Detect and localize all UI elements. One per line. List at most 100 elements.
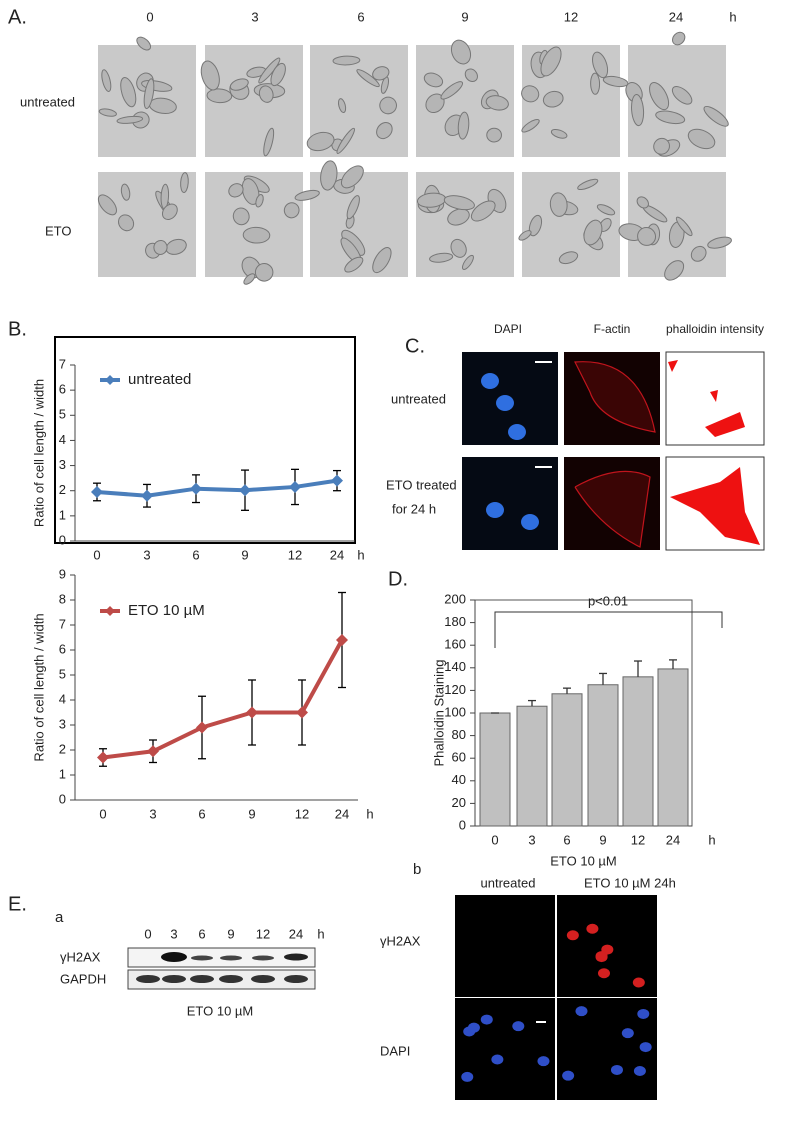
cell xyxy=(337,98,347,114)
y-tick-label: 80 xyxy=(452,727,466,742)
cell xyxy=(101,69,112,92)
y-tick-label: 200 xyxy=(444,591,466,606)
cell xyxy=(336,127,355,154)
panel-label: A. xyxy=(8,6,27,28)
cell xyxy=(346,195,360,220)
x-axis-label: ETO 10 µM xyxy=(550,853,617,868)
cell xyxy=(655,110,686,125)
cell xyxy=(229,78,249,91)
y-tick-label: 120 xyxy=(444,682,466,697)
band-label: GAPDH xyxy=(60,971,106,986)
cell xyxy=(306,131,335,152)
cell xyxy=(320,160,338,191)
legend-marker xyxy=(105,606,115,616)
time-label: 6 xyxy=(357,9,364,24)
nucleus xyxy=(632,977,645,988)
cell xyxy=(379,96,397,115)
actin xyxy=(574,361,656,433)
cell xyxy=(596,204,616,216)
x-tick-label: 24 xyxy=(666,832,680,847)
y-tick-label: 8 xyxy=(59,591,66,606)
row-label: DAPI xyxy=(380,1043,410,1058)
column-label: untreated xyxy=(481,875,536,890)
y-tick-label: 100 xyxy=(444,704,466,719)
lane-label: 24 xyxy=(289,926,303,941)
nucleus xyxy=(566,930,579,941)
error-bar xyxy=(634,660,642,677)
x-tick-label: 12 xyxy=(288,547,302,562)
cell xyxy=(263,127,275,157)
dapi-image xyxy=(462,457,558,550)
point xyxy=(91,485,103,498)
cell xyxy=(270,62,286,87)
y-tick-label: 1 xyxy=(59,507,66,522)
cell xyxy=(583,219,603,246)
nucleus xyxy=(508,424,526,440)
if-image xyxy=(455,998,555,1100)
legend-label: untreated xyxy=(128,371,191,388)
x-tick-label: 6 xyxy=(563,832,570,847)
cell xyxy=(672,31,686,46)
y-tick-label: 1 xyxy=(59,766,66,781)
intensity xyxy=(668,360,745,437)
cell xyxy=(118,214,135,232)
cell xyxy=(429,252,454,263)
y-tick-label: 0 xyxy=(459,817,466,832)
cell xyxy=(242,226,271,244)
error-bar xyxy=(528,699,536,707)
bar xyxy=(657,668,689,827)
panel-label: B. xyxy=(8,318,27,340)
x-tick-label: 3 xyxy=(149,806,156,821)
cell xyxy=(120,183,131,201)
y-tick-label: 0 xyxy=(59,532,66,547)
time-label: 24 xyxy=(669,9,683,24)
cell xyxy=(153,239,168,255)
time-label: 9 xyxy=(461,9,468,24)
point xyxy=(331,474,343,487)
cell xyxy=(440,81,464,100)
point xyxy=(97,751,109,764)
nucleus xyxy=(595,951,608,962)
cell xyxy=(161,203,178,221)
fluorescence-images xyxy=(462,351,765,551)
point xyxy=(336,634,348,646)
cell xyxy=(470,200,496,222)
cell xyxy=(518,230,532,241)
cell xyxy=(447,208,470,226)
cell xyxy=(143,78,155,110)
error-bar xyxy=(599,672,607,685)
cell xyxy=(376,122,393,140)
cell xyxy=(464,68,478,83)
cell xyxy=(577,178,599,191)
cell xyxy=(636,196,649,209)
cell xyxy=(180,172,189,194)
cell xyxy=(671,86,693,105)
x-tick-label: 9 xyxy=(241,547,248,562)
y-tick-label: 3 xyxy=(59,716,66,731)
band-label: γH2AX xyxy=(60,949,101,964)
cell xyxy=(206,88,233,104)
x-tick-label: 9 xyxy=(248,806,255,821)
time-label: 3 xyxy=(251,9,258,24)
series-line xyxy=(102,639,344,760)
cell xyxy=(675,216,693,237)
nucleus xyxy=(486,502,504,518)
x-unit: h xyxy=(366,806,373,821)
cell xyxy=(631,94,645,127)
lane-label: 0 xyxy=(144,926,151,941)
cell xyxy=(542,90,564,108)
cell xyxy=(372,66,390,81)
cell xyxy=(637,227,657,246)
y-tick-label: 0 xyxy=(59,791,66,806)
x-tick-label: 24 xyxy=(330,547,344,562)
x-tick-label: 3 xyxy=(143,547,150,562)
bar xyxy=(516,705,548,827)
time-label: 12 xyxy=(564,9,578,24)
column-label: ETO 10 µM 24h xyxy=(584,875,676,890)
cell xyxy=(590,72,601,95)
y-tick-label: 4 xyxy=(59,691,66,706)
y-tick-label: 7 xyxy=(59,616,66,631)
if-image xyxy=(455,895,555,997)
nucleus xyxy=(610,1064,623,1075)
x-tick-label: 0 xyxy=(491,832,498,847)
